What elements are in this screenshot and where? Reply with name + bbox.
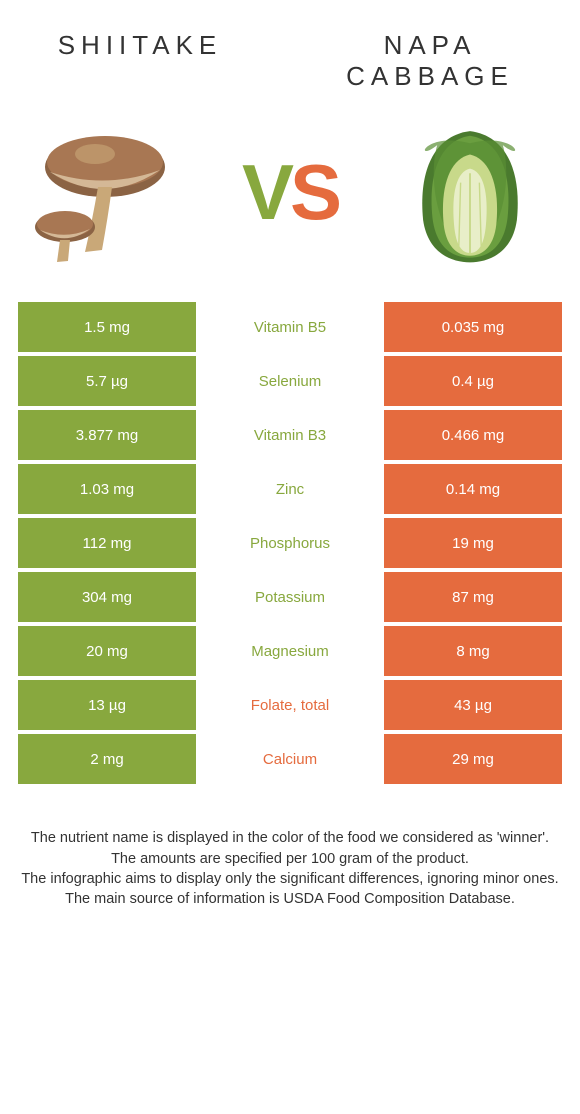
right-food-title: NAPA CABBAGE (320, 30, 540, 92)
table-row: 5.7 µgSelenium0.4 µg (18, 356, 562, 406)
vs-label: VS (242, 147, 338, 238)
nutrient-name-cell: Folate, total (196, 680, 384, 730)
shiitake-image (30, 112, 190, 272)
table-row: 2 mgCalcium29 mg (18, 734, 562, 784)
left-food-title: SHIITAKE (40, 30, 240, 61)
table-row: 304 mgPotassium87 mg (18, 572, 562, 622)
table-row: 20 mgMagnesium8 mg (18, 626, 562, 676)
right-value-cell: 43 µg (384, 680, 562, 730)
vs-v: V (242, 147, 290, 238)
footer-line-1: The nutrient name is displayed in the co… (20, 828, 560, 848)
nutrient-name-cell: Zinc (196, 464, 384, 514)
nutrient-name-cell: Potassium (196, 572, 384, 622)
comparison-table: 1.5 mgVitamin B50.035 mg5.7 µgSelenium0.… (0, 302, 580, 784)
left-value-cell: 5.7 µg (18, 356, 196, 406)
left-value-cell: 1.5 mg (18, 302, 196, 352)
right-value-cell: 0.035 mg (384, 302, 562, 352)
header-row: SHIITAKE NAPA CABBAGE (0, 0, 580, 102)
nutrient-name-cell: Selenium (196, 356, 384, 406)
footer-line-2: The amounts are specified per 100 gram o… (20, 849, 560, 869)
footer-line-4: The main source of information is USDA F… (20, 889, 560, 909)
table-row: 3.877 mgVitamin B30.466 mg (18, 410, 562, 460)
left-value-cell: 2 mg (18, 734, 196, 784)
footer-notes: The nutrient name is displayed in the co… (0, 788, 580, 909)
vs-s: S (290, 147, 338, 238)
right-value-cell: 0.14 mg (384, 464, 562, 514)
table-row: 13 µgFolate, total43 µg (18, 680, 562, 730)
right-value-cell: 29 mg (384, 734, 562, 784)
nutrient-name-cell: Calcium (196, 734, 384, 784)
left-value-cell: 13 µg (18, 680, 196, 730)
footer-line-3: The infographic aims to display only the… (20, 869, 560, 889)
right-value-cell: 8 mg (384, 626, 562, 676)
nutrient-name-cell: Phosphorus (196, 518, 384, 568)
right-value-cell: 0.4 µg (384, 356, 562, 406)
table-row: 1.03 mgZinc0.14 mg (18, 464, 562, 514)
nutrient-name-cell: Magnesium (196, 626, 384, 676)
napa-cabbage-image (390, 112, 550, 272)
left-value-cell: 112 mg (18, 518, 196, 568)
left-value-cell: 3.877 mg (18, 410, 196, 460)
right-value-cell: 87 mg (384, 572, 562, 622)
left-value-cell: 304 mg (18, 572, 196, 622)
nutrient-name-cell: Vitamin B3 (196, 410, 384, 460)
right-value-cell: 19 mg (384, 518, 562, 568)
table-row: 1.5 mgVitamin B50.035 mg (18, 302, 562, 352)
left-value-cell: 20 mg (18, 626, 196, 676)
nutrient-name-cell: Vitamin B5 (196, 302, 384, 352)
right-value-cell: 0.466 mg (384, 410, 562, 460)
table-row: 112 mgPhosphorus19 mg (18, 518, 562, 568)
images-row: VS (0, 102, 580, 302)
left-value-cell: 1.03 mg (18, 464, 196, 514)
